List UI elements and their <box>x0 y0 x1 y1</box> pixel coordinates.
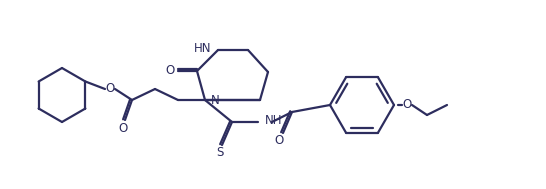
Text: O: O <box>275 135 283 147</box>
Text: O: O <box>118 122 128 135</box>
Text: N: N <box>211 94 219 108</box>
Text: O: O <box>165 64 175 77</box>
Text: S: S <box>216 146 224 160</box>
Text: O: O <box>105 83 115 95</box>
Text: HN: HN <box>193 43 211 56</box>
Text: O: O <box>402 98 412 112</box>
Text: NH: NH <box>265 115 282 128</box>
